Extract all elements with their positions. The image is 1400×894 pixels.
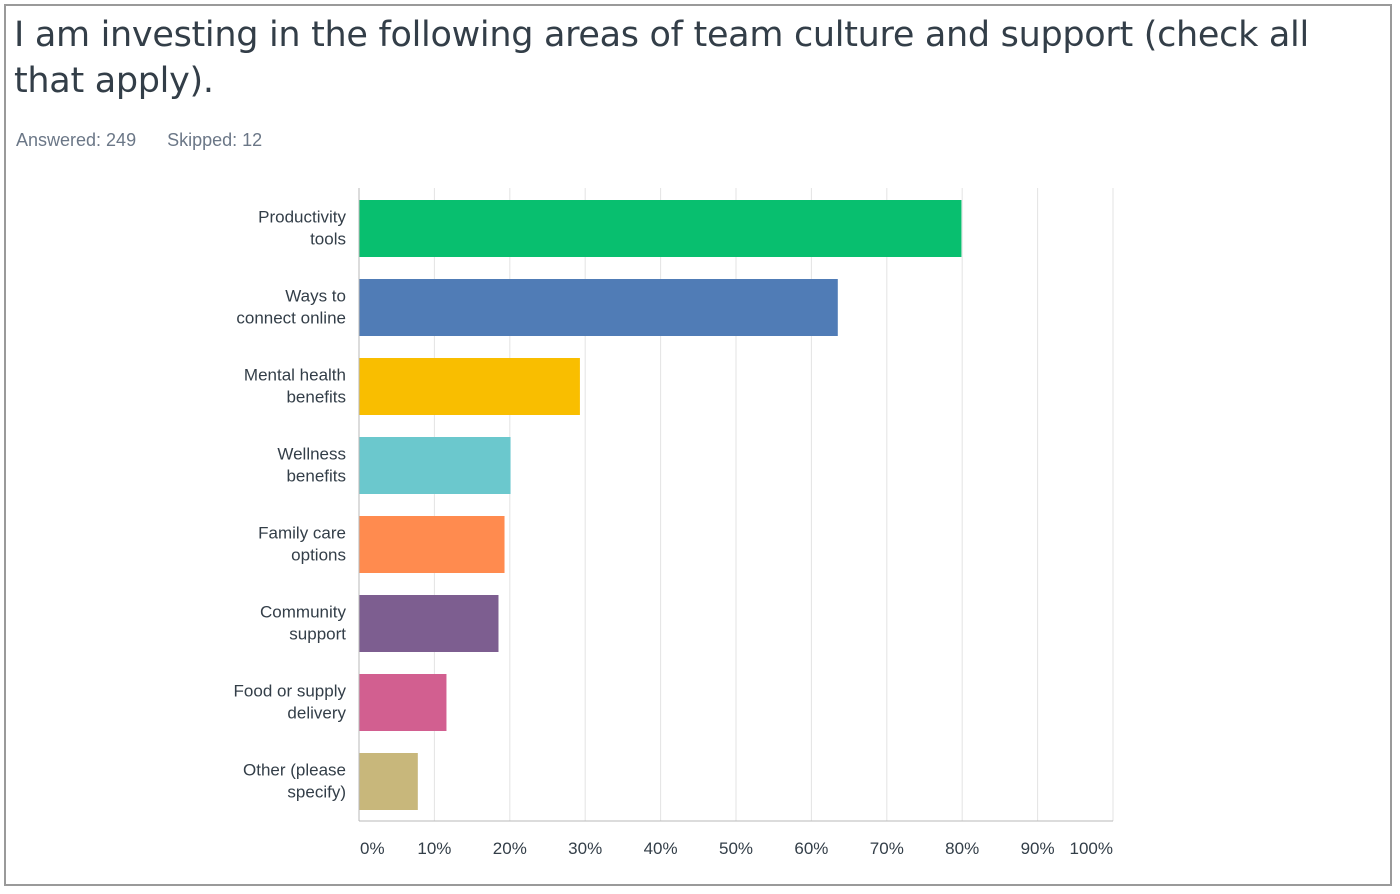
category-label-line: benefits (286, 467, 346, 486)
survey-question-card: I am investing in the following areas of… (4, 4, 1392, 886)
category-label-0: Productivity tools (258, 208, 346, 249)
category-label-line: Community (260, 603, 346, 622)
bar-1 (359, 279, 838, 336)
category-label-2: Mental health benefits (244, 366, 346, 407)
category-label-line: Ways to (285, 287, 346, 306)
category-label-5: Community support (260, 603, 346, 644)
category-label-3: Wellness benefits (277, 445, 346, 486)
category-label-line: support (289, 625, 346, 644)
bar-4 (359, 516, 505, 573)
category-label-line: benefits (286, 388, 346, 407)
category-label-line: options (291, 546, 346, 565)
category-label-4: Family care options (258, 524, 346, 565)
x-tick-label-30: 30% (568, 839, 602, 858)
x-tick-label-60: 60% (794, 839, 828, 858)
bar-5 (359, 595, 499, 652)
category-label-7: Other (please specify) (243, 761, 346, 802)
bar-6 (359, 674, 447, 731)
response-stats: Answered: 249 Skipped: 12 (16, 130, 288, 151)
category-label-line: Other (please (243, 761, 346, 780)
bar-7 (359, 753, 418, 810)
question-title: I am investing in the following areas of… (14, 15, 1309, 101)
x-tick-label-50: 50% (719, 839, 753, 858)
category-label-line: Family care (258, 524, 346, 543)
category-label-line: connect online (236, 309, 346, 328)
category-label-1: Ways to connect online (236, 287, 346, 328)
category-label-line: delivery (287, 704, 346, 723)
x-tick-label-90: 90% (1021, 839, 1055, 858)
x-tick-label-40: 40% (644, 839, 678, 858)
category-label-line: Food or supply (234, 682, 347, 701)
x-tick-label-20: 20% (493, 839, 527, 858)
x-tick-label-0: 0% (360, 839, 385, 858)
category-label-6: Food or supply delivery (234, 682, 347, 723)
category-label-line: Productivity (258, 208, 346, 227)
category-label-line: Wellness (277, 445, 346, 464)
skipped-count: Skipped: 12 (167, 130, 263, 150)
x-tick-label-100: 100% (1070, 839, 1113, 858)
answered-count: Answered: 249 (16, 130, 137, 150)
x-tick-label-80: 80% (945, 839, 979, 858)
x-tick-label-70: 70% (870, 839, 904, 858)
bar-0 (359, 200, 962, 257)
x-tick-label-10: 10% (417, 839, 451, 858)
bar-3 (359, 437, 511, 494)
category-label-line: specify) (287, 783, 346, 802)
category-label-line: tools (310, 230, 346, 249)
bar-2 (359, 358, 580, 415)
category-label-line: Mental health (244, 366, 346, 385)
